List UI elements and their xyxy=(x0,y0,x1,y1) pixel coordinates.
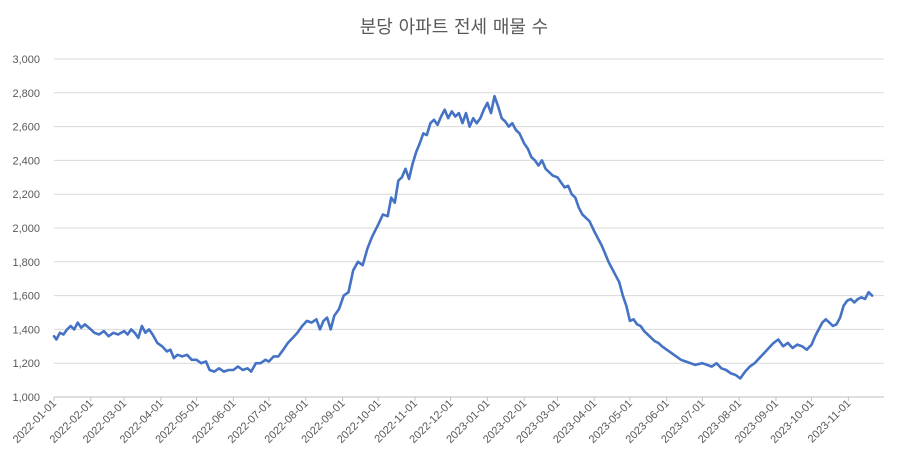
chart-title: 분당 아파트 전세 매물 수 xyxy=(360,17,549,38)
y-tick-label: 1,800 xyxy=(12,257,40,269)
x-axis-ticks: 2022-01-012022-02-012022-03-012022-04-01… xyxy=(11,397,853,446)
series-layer xyxy=(52,94,874,380)
y-tick-label: 1,000 xyxy=(12,392,40,404)
gridlines xyxy=(54,58,884,398)
y-tick-label: 1,200 xyxy=(12,358,40,370)
y-tick-label: 2,800 xyxy=(12,88,40,100)
y-tick-label: 2,000 xyxy=(12,223,40,235)
y-tick-label: 1,600 xyxy=(12,291,40,303)
y-tick-label: 2,400 xyxy=(12,155,40,167)
series-line xyxy=(52,94,874,380)
y-tick-label: 3,000 xyxy=(12,54,40,66)
y-tick-label: 1,400 xyxy=(12,324,40,336)
y-axis-ticks: 1,000 1,200 1,400 1,600 1,800 2,000 2,200 2,400… xyxy=(12,54,40,404)
y-tick-label: 2,200 xyxy=(12,189,40,201)
y-tick-label: 2,600 xyxy=(12,122,40,134)
